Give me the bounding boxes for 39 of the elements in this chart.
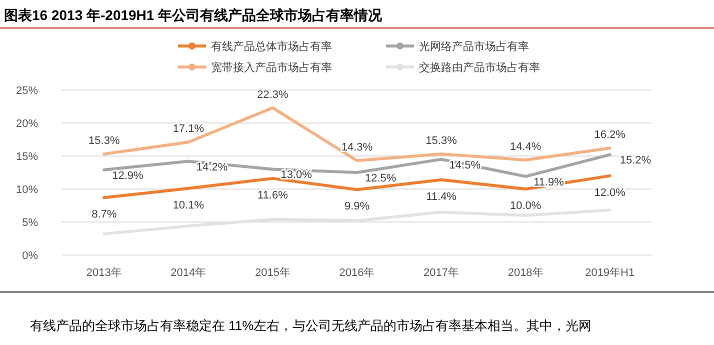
data-label: 11.6%: [258, 189, 288, 202]
y-tick-label: 25%: [16, 85, 38, 97]
y-tick-label: 15%: [16, 151, 38, 163]
data-label: 15.3%: [88, 135, 120, 148]
data-label: 9.9%: [344, 200, 370, 213]
x-tick-label: 2015年: [254, 267, 290, 279]
text: 有线产品的全球市场占有率稳定在 11%左右，与公司无线产品的市场占有率基本相当。其中，光网: [30, 318, 592, 333]
data-label: 8.7%: [92, 208, 117, 221]
y-tick-label: 10%: [16, 184, 38, 196]
y-tick-label: 0%: [22, 250, 38, 262]
data-label: 14.4%: [510, 140, 542, 153]
x-tick-label: 2014年: [170, 267, 206, 279]
data-label: 22.3%: [257, 88, 289, 101]
legend-label: 宽带接入产品市场占有率: [211, 61, 332, 74]
data-label: 14.3%: [341, 142, 373, 154]
data-label: 17.1%: [172, 123, 204, 136]
x-tick-label: 2018年: [508, 267, 544, 279]
data-label: 16.2%: [594, 129, 626, 142]
chart-title: 图表16 2013 年-2019H1 年公司有线产品全球市场占有率情况: [4, 7, 384, 23]
data-label: 14.2%: [196, 161, 228, 174]
data-label: 13.0%: [280, 169, 312, 182]
x-tick-label: 2016年: [339, 267, 375, 279]
data-label: 15.3%: [426, 135, 458, 148]
legend-label: 光网络产品市场占有率: [419, 40, 529, 53]
x-tick-label: 2017年: [424, 267, 460, 279]
data-label: 12.0%: [594, 186, 626, 199]
x-tick-label: 2013年: [86, 267, 122, 279]
data-label: 12.9%: [112, 170, 144, 182]
legend-label: 交换路由产品市场占有率: [419, 61, 540, 74]
data-label: 14.5%: [449, 159, 481, 172]
data-label: 10.0%: [510, 200, 542, 212]
legend-label: 有线产品总体市场占有率: [211, 40, 332, 53]
data-label: 11.4%: [426, 190, 457, 203]
y-tick-label: 5%: [22, 217, 38, 229]
y-tick-label: 20%: [16, 118, 38, 130]
data-label: 10.1%: [172, 199, 204, 212]
data-label: 12.5%: [365, 172, 396, 184]
data-label: 15.2%: [620, 154, 652, 167]
x-tick-label: 2019年H1: [585, 267, 635, 279]
